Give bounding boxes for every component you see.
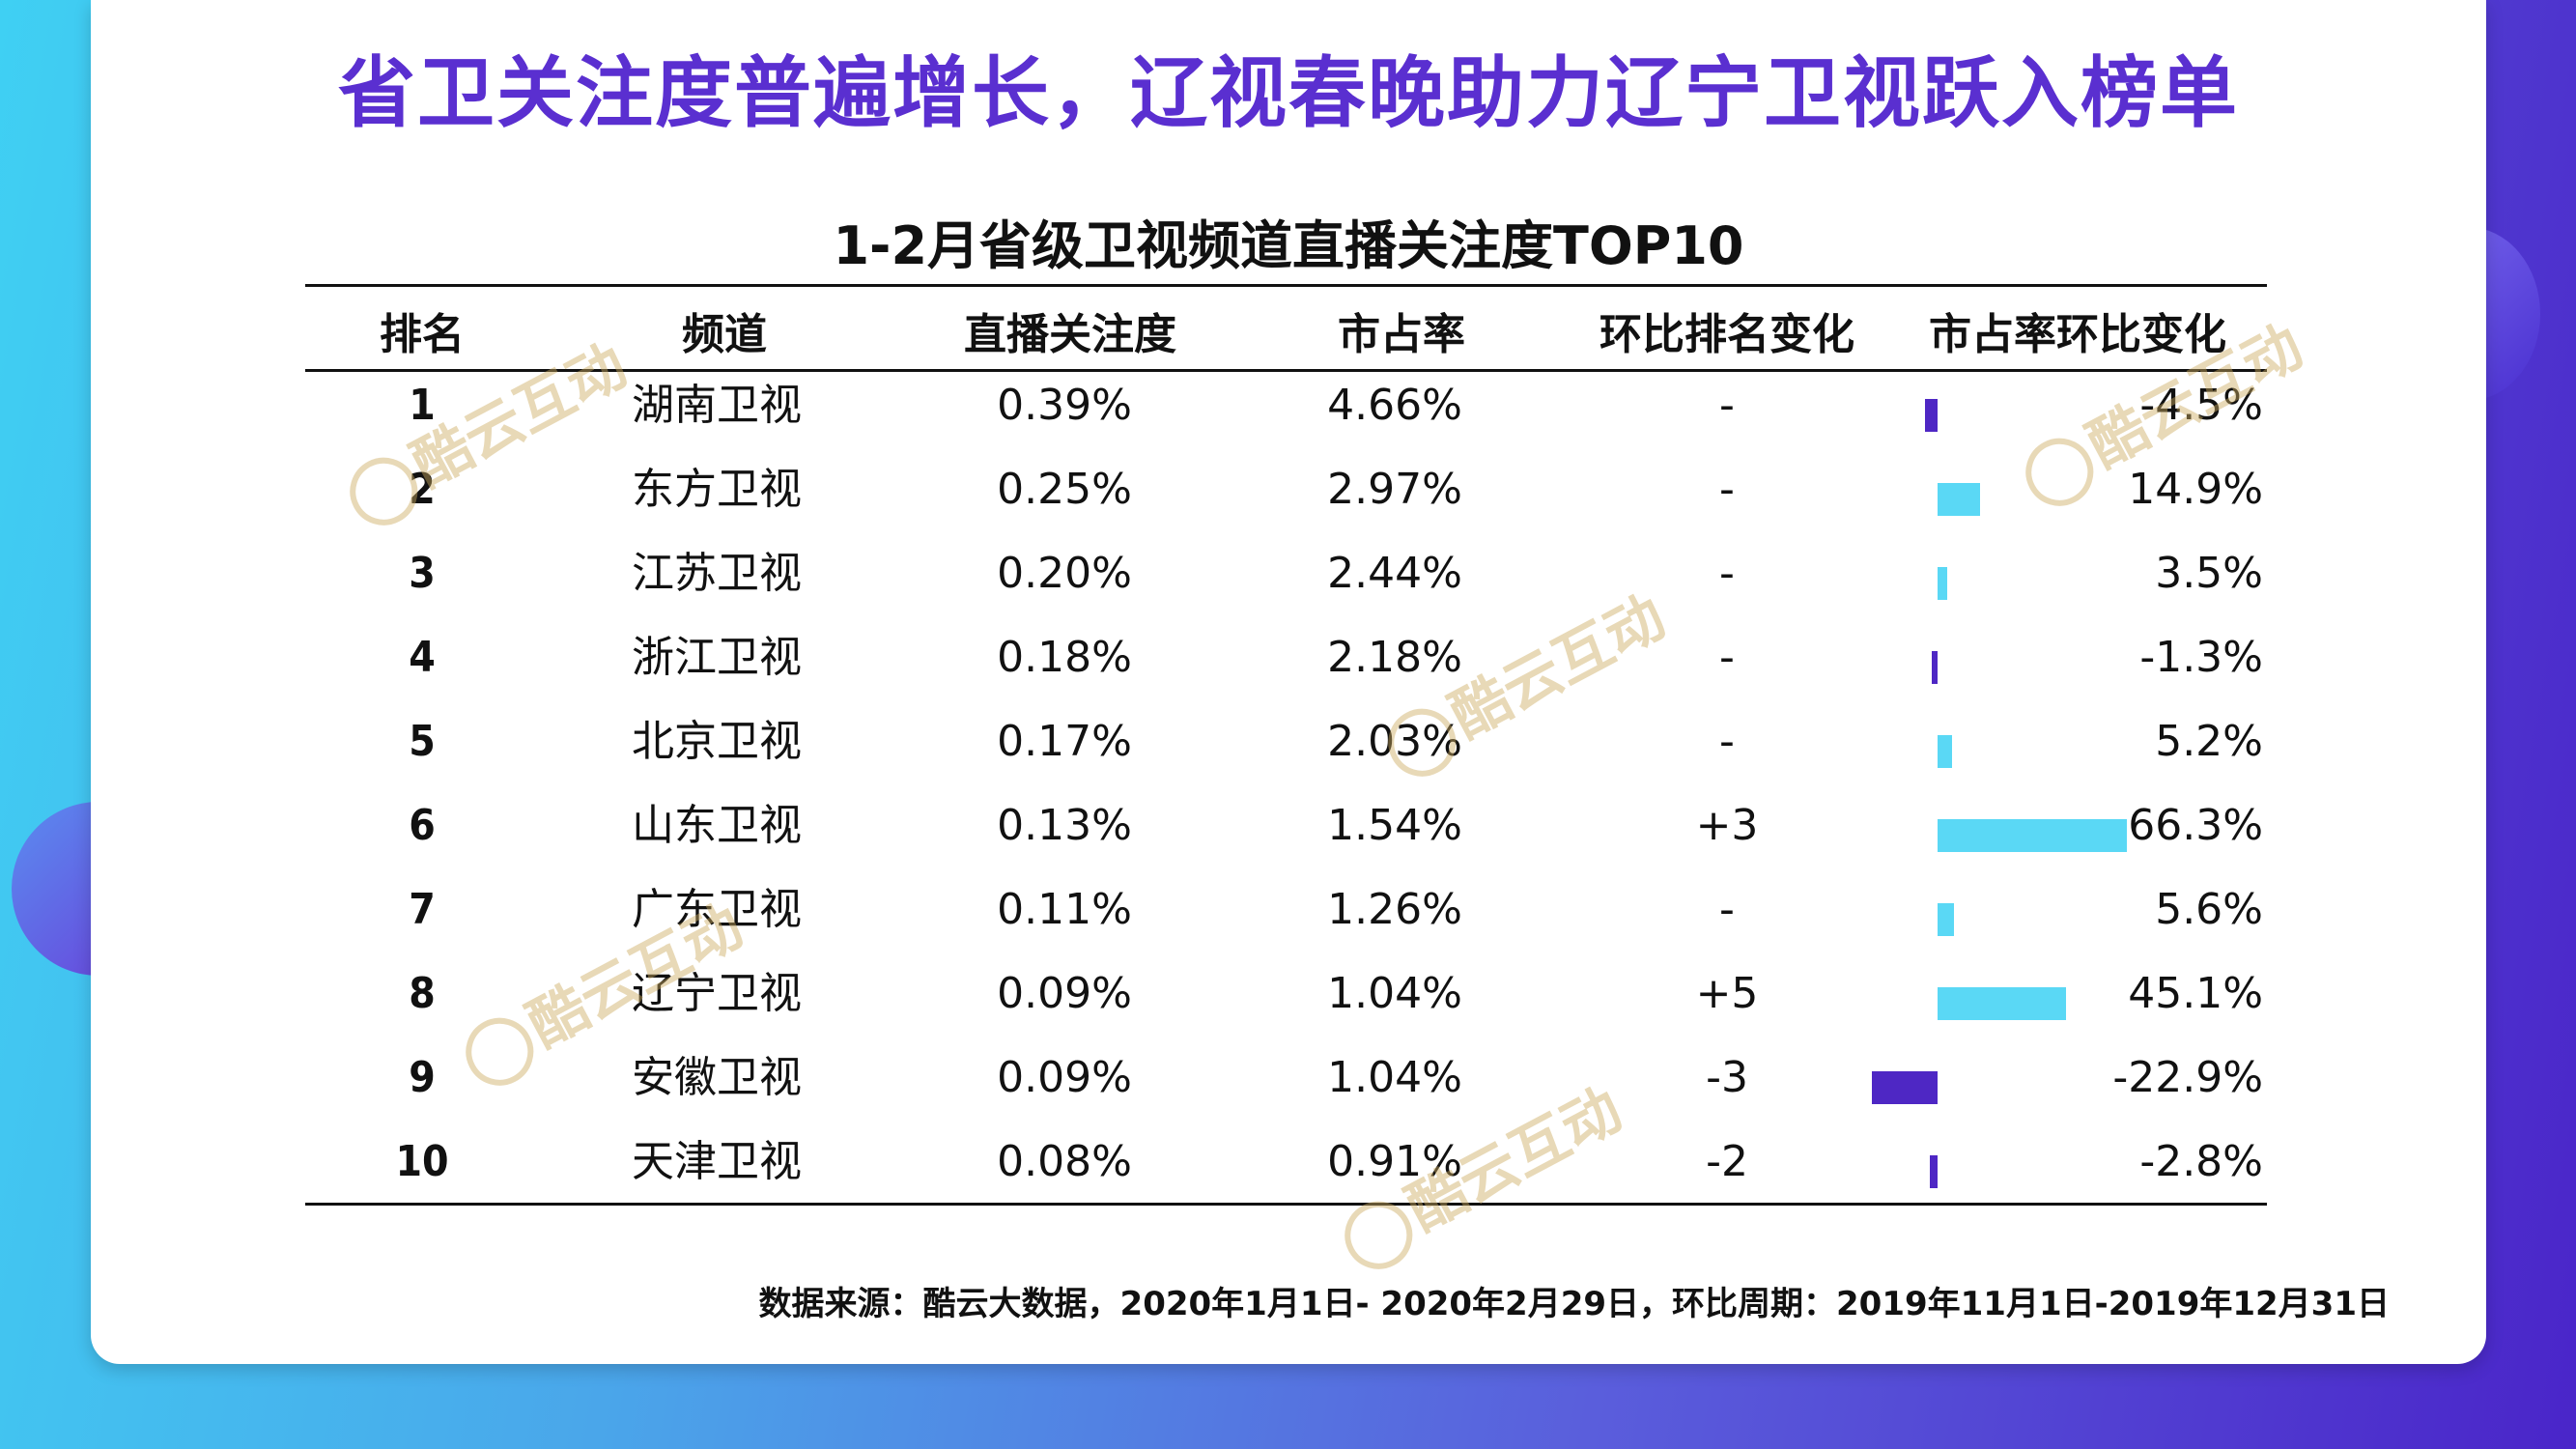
share-change-bar	[1872, 1071, 1938, 1104]
table-title: 1-2月省级卫视频道直播关注度TOP10	[833, 215, 1744, 276]
table-row: 5 北京卫视 0.17% 2.03% - 5.2%	[91, 703, 2486, 787]
share-cell: 2.03%	[1327, 717, 1462, 766]
channel-cell: 浙江卫视	[632, 633, 802, 682]
attention-cell: 0.39%	[997, 381, 1132, 430]
channel-cell: 广东卫视	[632, 885, 802, 934]
attention-cell: 0.18%	[997, 633, 1132, 682]
share-change-label: -4.5%	[2139, 381, 2263, 430]
attention-cell: 0.08%	[997, 1137, 1132, 1186]
channel-cell: 北京卫视	[632, 717, 802, 766]
slide-card: 省卫关注度普遍增长，辽视春晚助力辽宁卫视跃入榜单 1-2月省级卫视频道直播关注度…	[91, 0, 2486, 1364]
share-change-bar	[1938, 903, 1954, 936]
share-change-bar	[1938, 567, 1948, 600]
share-change-bar	[1938, 483, 1980, 516]
table-row: 2 东方卫视 0.25% 2.97% - 14.9%	[91, 451, 2486, 535]
rank-cell: 2	[409, 465, 436, 514]
rank-change-cell: -	[1719, 717, 1735, 766]
share-change-label: 3.5%	[2155, 549, 2263, 598]
share-cell: 1.26%	[1327, 885, 1462, 934]
share-change-label: 66.3%	[2128, 801, 2263, 850]
share-change-label: 5.6%	[2155, 885, 2263, 934]
rank-change-cell: +5	[1695, 969, 1759, 1018]
channel-cell: 辽宁卫视	[632, 969, 802, 1018]
share-cell: 2.44%	[1327, 549, 1462, 598]
channel-cell: 安徽卫视	[632, 1053, 802, 1102]
share-change-label: -2.8%	[2139, 1137, 2263, 1186]
share-cell: 1.54%	[1327, 801, 1462, 850]
rank-cell: 8	[409, 969, 436, 1018]
table-bottom-rule	[305, 1203, 2267, 1206]
share-cell: 1.04%	[1327, 1053, 1462, 1102]
header-share: 市占率	[1338, 310, 1465, 359]
header-attention: 直播关注度	[964, 310, 1176, 359]
channel-cell: 湖南卫视	[632, 381, 802, 430]
rank-change-cell: -	[1719, 633, 1735, 682]
rank-cell: 5	[409, 717, 436, 766]
share-change-bar	[1932, 651, 1938, 684]
rank-cell: 1	[409, 381, 436, 430]
rank-cell: 4	[409, 633, 436, 682]
share-change-label: 14.9%	[2128, 465, 2263, 514]
table-row: 1 湖南卫视 0.39% 4.66% - -4.5%	[91, 367, 2486, 451]
table-row: 6 山东卫视 0.13% 1.54% +3 66.3%	[91, 787, 2486, 871]
rank-cell: 3	[409, 549, 436, 598]
share-cell: 2.18%	[1327, 633, 1462, 682]
share-change-bar	[1938, 987, 2067, 1020]
attention-cell: 0.13%	[997, 801, 1132, 850]
table-top-rule	[305, 284, 2267, 287]
channel-cell: 天津卫视	[632, 1137, 802, 1186]
rank-change-cell: -	[1719, 885, 1735, 934]
share-cell: 2.97%	[1327, 465, 1462, 514]
rank-cell: 7	[409, 885, 436, 934]
table-row: 4 浙江卫视 0.18% 2.18% - -1.3%	[91, 619, 2486, 703]
rank-change-cell: -	[1719, 381, 1735, 430]
share-change-label: 45.1%	[2128, 969, 2263, 1018]
slide-title: 省卫关注度普遍增长，辽视春晚助力辽宁卫视跃入榜单	[338, 48, 2239, 138]
header-share-change: 市占率环比变化	[1929, 310, 2226, 359]
table-row: 10 天津卫视 0.08% 0.91% -2 -2.8%	[91, 1123, 2486, 1208]
channel-cell: 东方卫视	[632, 465, 802, 514]
share-change-bar	[1929, 1155, 1938, 1188]
share-cell: 4.66%	[1327, 381, 1462, 430]
rank-change-cell: -	[1719, 549, 1735, 598]
rank-cell: 9	[409, 1053, 436, 1102]
table-header-rule	[305, 369, 2267, 372]
rank-change-cell: -3	[1706, 1053, 1748, 1102]
table-row: 7 广东卫视 0.11% 1.26% - 5.6%	[91, 871, 2486, 955]
share-change-bar	[1938, 819, 2127, 852]
attention-cell: 0.17%	[997, 717, 1132, 766]
share-change-bar	[1924, 399, 1938, 432]
share-change-bar	[1938, 735, 1953, 768]
attention-cell: 0.11%	[997, 885, 1132, 934]
rank-change-cell: -	[1719, 465, 1735, 514]
table-row: 8 辽宁卫视 0.09% 1.04% +5 45.1%	[91, 955, 2486, 1039]
attention-cell: 0.09%	[997, 969, 1132, 1018]
channel-cell: 山东卫视	[632, 801, 802, 850]
attention-cell: 0.20%	[997, 549, 1132, 598]
header-channel: 频道	[682, 310, 767, 359]
data-source-note: 数据来源：酷云大数据，2020年1月1日- 2020年2月29日，环比周期：20…	[758, 1285, 2390, 1323]
attention-cell: 0.09%	[997, 1053, 1132, 1102]
rank-cell: 10	[395, 1137, 449, 1186]
share-change-label: 5.2%	[2155, 717, 2263, 766]
rank-change-cell: +3	[1695, 801, 1759, 850]
channel-cell: 江苏卫视	[632, 549, 802, 598]
share-cell: 0.91%	[1327, 1137, 1462, 1186]
table-row: 3 江苏卫视 0.20% 2.44% - 3.5%	[91, 535, 2486, 619]
share-change-label: -1.3%	[2139, 633, 2263, 682]
share-cell: 1.04%	[1327, 969, 1462, 1018]
attention-cell: 0.25%	[997, 465, 1132, 514]
rank-cell: 6	[409, 801, 436, 850]
rank-change-cell: -2	[1706, 1137, 1748, 1186]
header-rank-change: 环比排名变化	[1599, 310, 1854, 359]
table-row: 9 安徽卫视 0.09% 1.04% -3 -22.9%	[91, 1039, 2486, 1123]
share-change-label: -22.9%	[2112, 1053, 2263, 1102]
header-rank: 排名	[380, 310, 465, 359]
